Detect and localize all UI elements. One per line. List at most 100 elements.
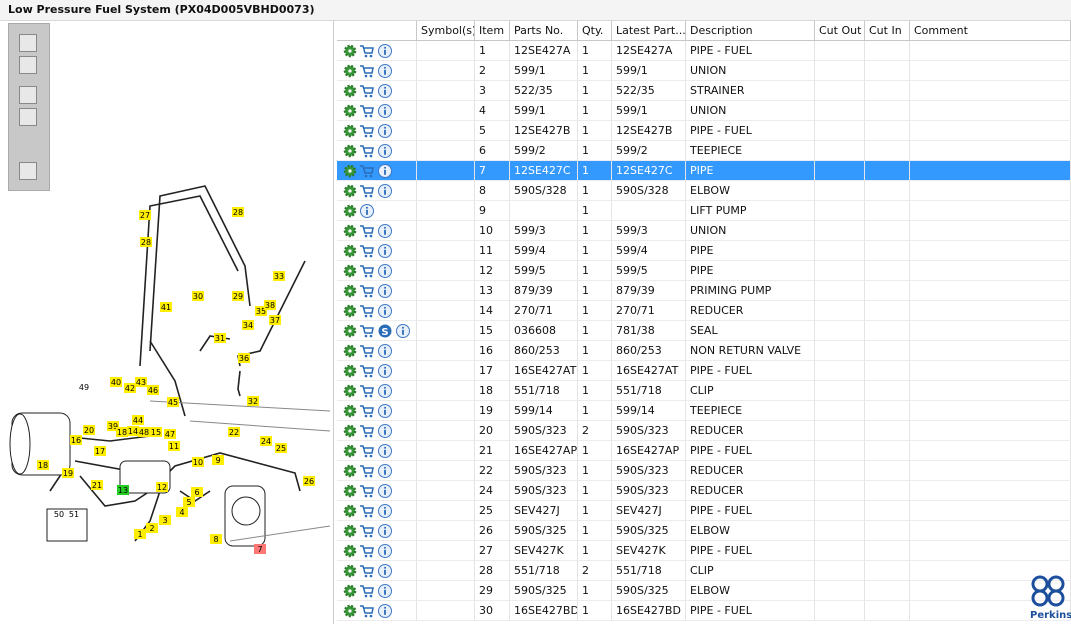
table-row[interactable]: 1 12SE427A 1 12SE427A PIPE - FUEL [337, 41, 1071, 61]
table-row[interactable]: 7 12SE427C 1 12SE427C PIPE [337, 161, 1071, 181]
info-icon[interactable] [377, 583, 393, 599]
cart-icon[interactable] [359, 483, 375, 499]
info-icon[interactable] [377, 463, 393, 479]
info-icon[interactable] [377, 363, 393, 379]
cart-icon[interactable] [359, 603, 375, 619]
gear-icon[interactable] [342, 323, 358, 339]
cart-icon[interactable] [359, 463, 375, 479]
cart-icon[interactable] [359, 543, 375, 559]
gear-icon[interactable] [342, 423, 358, 439]
info-icon[interactable] [377, 43, 393, 59]
info-icon[interactable] [377, 283, 393, 299]
info-icon[interactable] [377, 503, 393, 519]
cart-icon[interactable] [359, 563, 375, 579]
cart-icon[interactable] [359, 343, 375, 359]
gear-icon[interactable] [342, 203, 358, 219]
cart-icon[interactable] [359, 143, 375, 159]
column-header[interactable]: Cut In [865, 21, 910, 41]
gear-icon[interactable] [342, 503, 358, 519]
cart-icon[interactable] [359, 103, 375, 119]
table-row[interactable]: 5 12SE427B 1 12SE427B PIPE - FUEL [337, 121, 1071, 141]
gear-icon[interactable] [342, 43, 358, 59]
gear-icon[interactable] [342, 383, 358, 399]
cart-icon[interactable] [359, 443, 375, 459]
column-header[interactable]: Description [686, 21, 815, 41]
info-icon[interactable] [377, 303, 393, 319]
info-icon[interactable] [377, 403, 393, 419]
cart-icon[interactable] [359, 423, 375, 439]
table-row[interactable]: S 15 036608 1 781/38 SEAL [337, 321, 1071, 341]
cart-icon[interactable] [359, 163, 375, 179]
cart-icon[interactable] [359, 383, 375, 399]
info-icon[interactable] [377, 483, 393, 499]
cart-icon[interactable] [359, 283, 375, 299]
column-header[interactable]: Cut Out [815, 21, 865, 41]
column-header[interactable]: Parts No. [510, 21, 578, 41]
table-row[interactable]: 14 270/71 1 270/71 REDUCER [337, 301, 1071, 321]
column-header[interactable]: Symbol(s) [417, 21, 475, 41]
table-row[interactable]: 20 590S/323 2 590S/323 REDUCER [337, 421, 1071, 441]
table-row[interactable]: 6 599/2 1 599/2 TEEPIECE [337, 141, 1071, 161]
table-row[interactable]: 13 879/39 1 879/39 PRIMING PUMP [337, 281, 1071, 301]
gear-icon[interactable] [342, 303, 358, 319]
cart-icon[interactable] [359, 223, 375, 239]
zoom-in-button[interactable] [19, 34, 37, 52]
table-row[interactable]: 12 599/5 1 599/5 PIPE [337, 261, 1071, 281]
table-row[interactable]: 8 590S/328 1 590S/328 ELBOW [337, 181, 1071, 201]
gear-icon[interactable] [342, 363, 358, 379]
gear-icon[interactable] [342, 403, 358, 419]
gear-icon[interactable] [342, 583, 358, 599]
cart-icon[interactable] [359, 503, 375, 519]
info-icon[interactable] [377, 423, 393, 439]
table-row[interactable]: 24 590S/323 1 590S/323 REDUCER [337, 481, 1071, 501]
cart-icon[interactable] [359, 363, 375, 379]
cart-icon[interactable] [359, 323, 375, 339]
column-header[interactable]: Item [475, 21, 510, 41]
gear-icon[interactable] [342, 463, 358, 479]
info-icon[interactable] [377, 123, 393, 139]
cart-icon[interactable] [359, 83, 375, 99]
table-row[interactable]: 27 SEV427K 1 SEV427K PIPE - FUEL [337, 541, 1071, 561]
gear-icon[interactable] [342, 603, 358, 619]
info-icon[interactable] [377, 343, 393, 359]
gear-icon[interactable] [342, 163, 358, 179]
info-icon[interactable] [377, 103, 393, 119]
gear-icon[interactable] [342, 443, 358, 459]
gear-icon[interactable] [342, 123, 358, 139]
info-icon[interactable] [377, 163, 393, 179]
cart-icon[interactable] [359, 63, 375, 79]
gear-icon[interactable] [342, 103, 358, 119]
table-row[interactable]: 29 590S/325 1 590S/325 ELBOW [337, 581, 1071, 601]
info-icon[interactable] [377, 143, 393, 159]
info-icon[interactable] [377, 263, 393, 279]
table-row[interactable]: 19 599/14 1 599/14 TEEPIECE [337, 401, 1071, 421]
cart-icon[interactable] [359, 523, 375, 539]
table-row[interactable]: 3 522/35 1 522/35 STRAINER [337, 81, 1071, 101]
info-icon[interactable] [377, 183, 393, 199]
cart-icon[interactable] [359, 303, 375, 319]
table-row[interactable]: 26 590S/325 1 590S/325 ELBOW [337, 521, 1071, 541]
gear-icon[interactable] [342, 183, 358, 199]
table-row[interactable]: 28 551/718 2 551/718 CLIP [337, 561, 1071, 581]
info-icon[interactable] [377, 383, 393, 399]
info-icon[interactable] [377, 223, 393, 239]
info-icon[interactable] [377, 63, 393, 79]
info-icon[interactable] [377, 563, 393, 579]
table-row[interactable]: 30 16SE427BD 1 16SE427BD PIPE - FUEL [337, 601, 1071, 621]
zoom-out-button[interactable] [19, 56, 37, 74]
table-row[interactable]: 21 16SE427AP 1 16SE427AP PIPE - FUEL [337, 441, 1071, 461]
table-row[interactable]: 18 551/718 1 551/718 CLIP [337, 381, 1071, 401]
export-button[interactable] [19, 162, 37, 180]
gear-icon[interactable] [342, 543, 358, 559]
cart-icon[interactable] [359, 43, 375, 59]
table-row[interactable]: 4 599/1 1 599/1 UNION [337, 101, 1071, 121]
gear-icon[interactable] [342, 63, 358, 79]
info-icon[interactable] [395, 323, 411, 339]
gear-icon[interactable] [342, 263, 358, 279]
cart-icon[interactable] [359, 583, 375, 599]
column-header[interactable]: Qty. [578, 21, 612, 41]
gear-icon[interactable] [342, 83, 358, 99]
info-icon[interactable] [377, 443, 393, 459]
info-icon[interactable] [377, 603, 393, 619]
cart-icon[interactable] [359, 243, 375, 259]
